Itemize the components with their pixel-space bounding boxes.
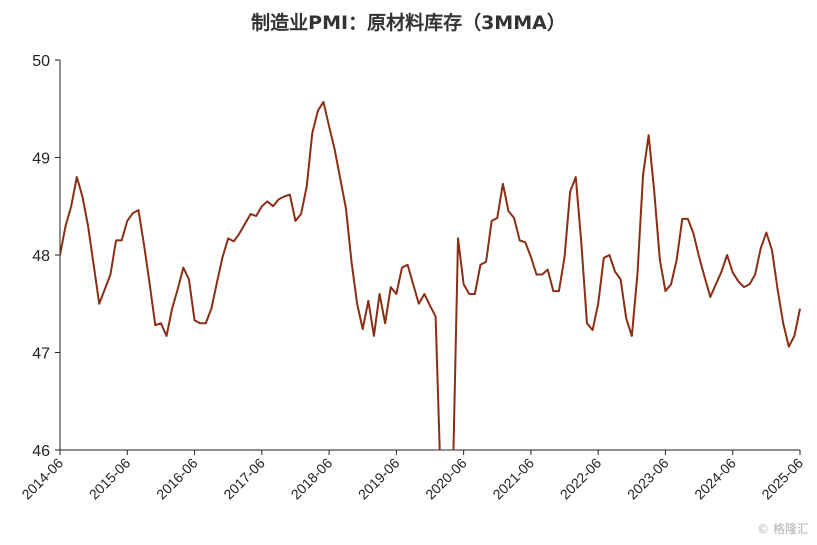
x-tick-label: 2022-06 <box>557 455 605 503</box>
x-tick-label: 2025-06 <box>758 455 806 503</box>
x-tick-label: 2024-06 <box>691 455 739 503</box>
x-axis-ticks: 2014-06 2015-06 2016-06 2017-06 2018-06 2019-… <box>18 450 806 502</box>
x-tick-label: 2020-06 <box>422 455 470 503</box>
series-line <box>60 100 801 450</box>
x-tick-label: 2023-06 <box>624 455 672 503</box>
y-tick-label: 48 <box>32 248 50 265</box>
y-tick-label: 50 <box>32 53 50 70</box>
x-tick-label: 2016-06 <box>153 455 201 503</box>
x-tick-label: 2017-06 <box>220 455 268 503</box>
y-tick-label: 46 <box>32 443 50 460</box>
chart-title: 制造业PMI：原材料库存（3MMA） <box>251 12 566 34</box>
x-tick-label: 2021-06 <box>489 455 537 503</box>
x-tick-label: 2018-06 <box>288 455 336 503</box>
y-tick-label: 47 <box>32 346 50 363</box>
x-tick-label: 2019-06 <box>355 455 403 503</box>
series-layer <box>60 100 801 450</box>
watermark-text: © 格隆汇 <box>757 522 809 536</box>
watermark-logo: © 格隆汇 <box>757 520 809 537</box>
x-tick-label: 2014-06 <box>18 455 66 503</box>
axes <box>59 60 800 451</box>
y-tick-label: 49 <box>32 151 50 168</box>
y-axis-ticks: 46 47 48 49 50 <box>32 53 60 460</box>
x-tick-label: 2015-06 <box>86 455 134 503</box>
